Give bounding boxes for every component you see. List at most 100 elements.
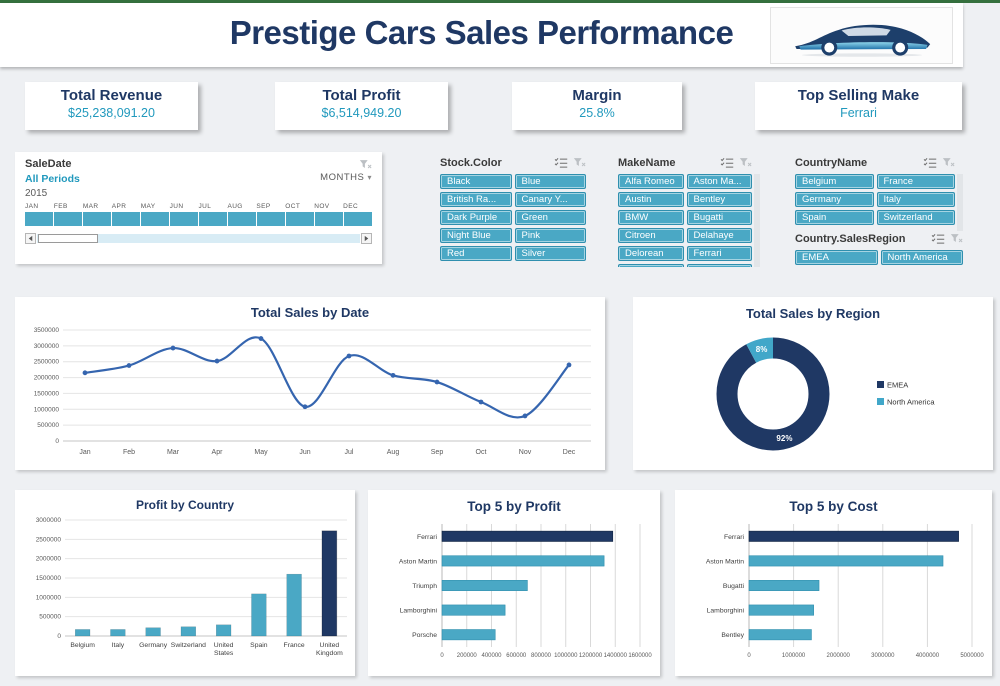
timeline-bar-apr[interactable] (112, 212, 140, 226)
data-point-mar (170, 345, 176, 351)
bar-ferrari (441, 530, 614, 542)
timeline-month-label-mar: MAR (82, 203, 99, 210)
multi-select-icon[interactable] (554, 157, 568, 168)
slicer-option-france[interactable]: France (876, 174, 955, 189)
donut-label-north-america: 8% (756, 345, 768, 354)
slicer-option-ferrari[interactable]: Ferrari (686, 246, 752, 261)
timeline-bar-mar[interactable] (83, 212, 111, 226)
svg-text:Jan: Jan (79, 449, 90, 456)
slicer-option-canary-y[interactable]: Canary Y... (514, 192, 586, 207)
timeline-bar-dec[interactable] (344, 212, 372, 226)
slicer-option-bentley[interactable]: Bentley (686, 192, 752, 207)
slicer-option-bugatti[interactable]: Bugatti (686, 210, 752, 225)
multi-select-icon[interactable] (931, 233, 945, 244)
scroll-right-icon[interactable] (361, 233, 372, 244)
timeline-bar-nov[interactable] (315, 212, 343, 226)
data-point-sep (434, 379, 440, 385)
multi-select-icon[interactable] (720, 157, 734, 168)
svg-text:Aston Martin: Aston Martin (399, 558, 437, 565)
slicer-option-belgium[interactable]: Belgium (795, 174, 874, 189)
slicer-title: MakeName (618, 156, 676, 169)
svg-text:Mar: Mar (167, 449, 180, 456)
timeline-scroll-track[interactable] (37, 234, 360, 243)
slicer-option-aston-ma[interactable]: Aston Ma... (686, 174, 752, 189)
slicer-option-green[interactable]: Green (514, 210, 586, 225)
svg-text:500000: 500000 (37, 422, 59, 429)
svg-text:Ferrari: Ferrari (724, 534, 745, 541)
svg-text:Apr: Apr (212, 449, 224, 456)
multi-select-icon[interactable] (923, 157, 937, 168)
slicer-option-north-america[interactable]: North America (880, 250, 963, 265)
svg-text:1000000: 1000000 (554, 653, 578, 659)
clear-filter-icon[interactable] (950, 233, 963, 244)
slicer-option-switzerland[interactable]: Switzerland (876, 210, 955, 225)
timeline-bar-aug[interactable] (228, 212, 256, 226)
slicer-option-red[interactable]: Red (440, 246, 512, 261)
chart-title: Total Sales by Date (250, 305, 370, 320)
svg-text:800000: 800000 (531, 653, 552, 659)
slicer-option-dark-purple[interactable]: Dark Purple (440, 210, 512, 225)
slicer-option-pink[interactable]: Pink (514, 228, 586, 243)
timeline-granularity-dropdown[interactable]: MONTHS ▾ (320, 172, 372, 183)
timeline-slicer-saledate: SaleDate All Periods MONTHS ▾ 2015 JAN FE… (15, 152, 382, 264)
slicer-option-alfa-romeo[interactable]: Alfa Romeo (618, 174, 684, 189)
car-logo (770, 7, 953, 64)
scroll-left-icon[interactable] (25, 233, 36, 244)
timeline-bar-oct[interactable] (286, 212, 314, 226)
timeline-month-label-feb: FEB (53, 203, 68, 210)
svg-text:400000: 400000 (481, 653, 502, 659)
kpi-label: Total Revenue (60, 87, 163, 104)
svg-text:600000: 600000 (506, 653, 527, 659)
bar-switzerland (180, 626, 196, 637)
timeline-bar-may[interactable] (141, 212, 169, 226)
slicer-option-black[interactable]: Black (440, 174, 512, 189)
timeline-bar-jun[interactable] (170, 212, 198, 226)
slicer-option-partial[interactable] (686, 264, 752, 267)
chevron-down-icon: ▾ (367, 173, 372, 182)
slicer-option-british-ra[interactable]: British Ra... (440, 192, 512, 207)
clear-filter-icon[interactable] (942, 157, 955, 168)
clear-filter-icon[interactable] (739, 157, 752, 168)
slicer-scrollbar[interactable] (957, 174, 963, 231)
data-point-apr (214, 358, 220, 364)
clear-filter-icon[interactable] (573, 157, 586, 168)
kpi-value: Ferrari (840, 106, 877, 120)
slicer-option-delorean[interactable]: Delorean (618, 246, 684, 261)
bar-belgium (75, 629, 91, 637)
bar-lamborghini (441, 604, 506, 616)
slicer-option-spain[interactable]: Spain (795, 210, 874, 225)
timeline-bar-feb[interactable] (54, 212, 82, 226)
bar-aston-martin (441, 555, 605, 567)
svg-text:Ferrari: Ferrari (417, 534, 438, 541)
slicer-option-citroen[interactable]: Citroen (618, 228, 684, 243)
svg-text:3000000: 3000000 (871, 653, 895, 659)
timeline-bar-sep[interactable] (257, 212, 285, 226)
slicer-option-italy[interactable]: Italy (876, 192, 955, 207)
clear-filter-icon[interactable] (359, 159, 372, 170)
top5-by-profit-chart: 0 200000 400000 600000 800000 1000000 1200000 1… (399, 524, 652, 659)
kpi-value: $25,238,091.20 (68, 106, 155, 120)
svg-text:Bugatti: Bugatti (723, 583, 745, 590)
svg-text:Feb: Feb (123, 449, 135, 456)
timeline-month-label-nov: NOV (314, 203, 330, 210)
slicer-option-bmw[interactable]: BMW (618, 210, 684, 225)
timeline-month-label-apr: APR (111, 203, 127, 210)
timeline-scroll-thumb[interactable] (38, 234, 98, 243)
slicer-scrollbar[interactable] (754, 174, 760, 267)
slicer-option-blue[interactable]: Blue (514, 174, 586, 189)
timeline-bar-jul[interactable] (199, 212, 227, 226)
timeline-bar-jan[interactable] (25, 212, 53, 226)
svg-text:2500000: 2500000 (36, 536, 62, 543)
slicer-option-delahaye[interactable]: Delahaye (686, 228, 752, 243)
slicer-option-partial[interactable] (618, 264, 684, 267)
bar-lamborghini (748, 604, 814, 616)
slicer-option-austin[interactable]: Austin (618, 192, 684, 207)
slicer-option-night-blue[interactable]: Night Blue (440, 228, 512, 243)
slicer-option-germany[interactable]: Germany (795, 192, 874, 207)
legend-swatch-north-america (877, 398, 884, 405)
slicer-option-silver[interactable]: Silver (514, 246, 586, 261)
timeline-scrollbar[interactable] (25, 233, 372, 244)
slicer-option-emea[interactable]: EMEA (795, 250, 878, 265)
data-point-dec (566, 362, 572, 368)
